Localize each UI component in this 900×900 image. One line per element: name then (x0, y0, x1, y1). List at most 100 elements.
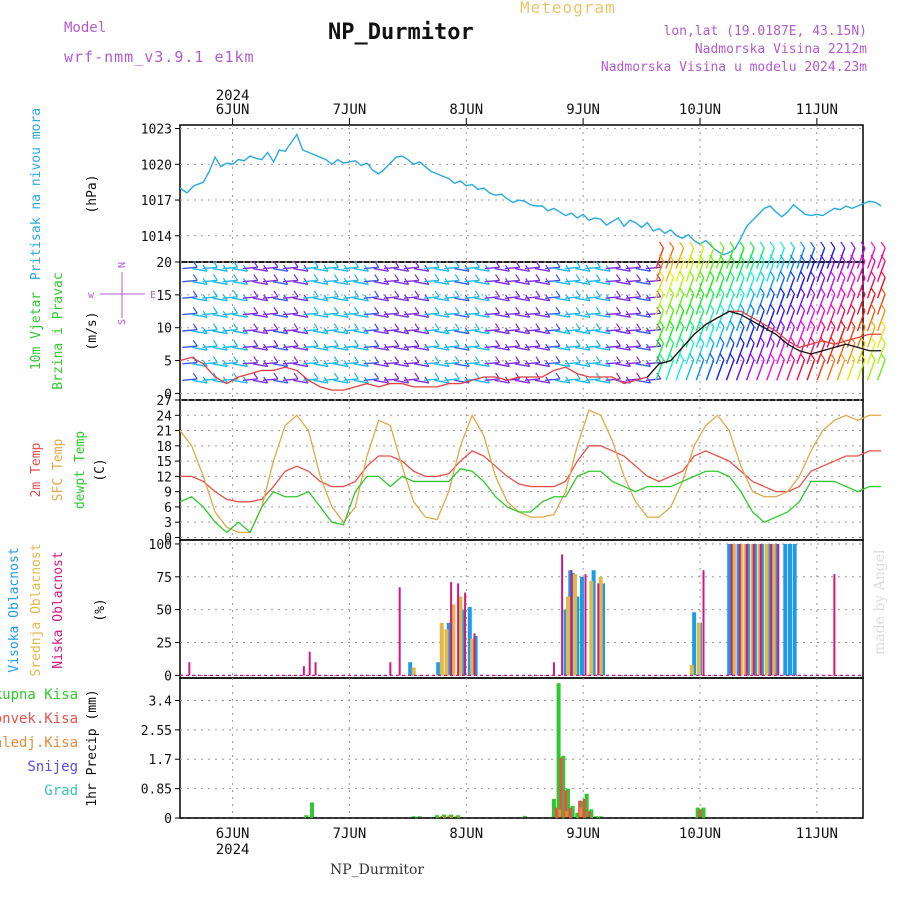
precip-bar (579, 807, 583, 818)
wind-barb (534, 313, 550, 318)
wind-barb (303, 345, 319, 349)
wind-barb (605, 361, 621, 365)
wind-barb-flag (719, 254, 725, 262)
cloud-bar (570, 572, 575, 676)
wind-barb (413, 281, 429, 286)
wind-barb-flag (749, 336, 755, 344)
wind-barb-flag (820, 303, 826, 311)
wind-barb (192, 379, 208, 384)
wind-barb (182, 312, 198, 316)
wind-barb-flag (293, 372, 299, 380)
cloud-bar (702, 570, 705, 676)
wind-barb (403, 345, 420, 349)
wind-barb (575, 313, 591, 318)
wind-barb-flag (739, 303, 745, 311)
wind-barb (464, 266, 480, 270)
wind-barb-flag (656, 274, 662, 281)
wind-barb (303, 266, 319, 270)
wind-barb-flag (800, 271, 806, 278)
wind-barb (514, 297, 530, 302)
wind-barb (424, 296, 440, 299)
wind-barb-flag (253, 306, 259, 314)
wind-barb (283, 279, 299, 283)
wind-barb (575, 363, 591, 368)
wind-barb (615, 330, 631, 335)
wind-barb (776, 359, 786, 381)
wind-barb (565, 345, 581, 349)
wind-barb (474, 346, 490, 351)
wind-barb-flag (749, 353, 755, 360)
wind-barb (605, 312, 621, 316)
wind-barb (222, 279, 238, 283)
wind-barb-flag (414, 306, 420, 314)
wind-barb-flag (880, 303, 886, 311)
wind-barb-flag (679, 303, 685, 311)
credit-watermark: made by Angel (872, 549, 888, 656)
bottom-day-label: 11JUN (796, 826, 838, 842)
clouds-ytick-label: 50 (156, 604, 172, 619)
wind-barb-flag (354, 323, 360, 331)
wind-barb (605, 279, 621, 283)
wind-barb-flag (515, 323, 521, 331)
cloud-bar (757, 543, 762, 676)
wind-barb (605, 266, 621, 270)
wind-barb (262, 361, 278, 365)
wind-barb-flag (656, 323, 662, 331)
wind-barb (293, 281, 309, 286)
cloud-bar (308, 651, 311, 676)
wind-barb (514, 281, 530, 286)
wind-barb-flag (595, 356, 601, 363)
wind-barb (192, 281, 208, 286)
wind-barb (182, 266, 198, 270)
cloud-low-side-label: Niska Oblacnost (51, 551, 66, 668)
top-day-label: 11JUN (796, 102, 838, 118)
wind-barb-flag (729, 303, 735, 311)
wind-barb-flag (535, 372, 541, 380)
precip-bar (698, 809, 702, 818)
wind-barb-flag (233, 260, 239, 268)
cloud-bar (411, 667, 416, 676)
temp-sfc-side-label: SFC Temp (51, 439, 66, 502)
wind-barb-flag (820, 353, 826, 360)
wind-barb (504, 296, 520, 299)
wind-barb (363, 378, 379, 381)
cloud-bar (783, 543, 788, 676)
wind-barb (403, 266, 420, 270)
wind-barb (333, 267, 349, 272)
wind-barb (272, 330, 288, 335)
wind-barb-flag (709, 241, 715, 249)
wind-barb (212, 346, 228, 351)
wind-barb-flag (354, 372, 360, 380)
wind-barb (605, 378, 621, 381)
wind-barb (242, 345, 258, 349)
wind-ytick-label: 10 (156, 322, 172, 337)
wind-barb-flag (656, 260, 662, 268)
wind-ytick-label: 0 (164, 387, 172, 402)
precipitation-ytick-label: 0 (164, 812, 172, 827)
wind-barb-flag (575, 339, 581, 347)
wind-barb (565, 378, 581, 381)
wind-barb (303, 296, 319, 299)
wind-barb-flag (354, 260, 360, 268)
wind-barb (393, 346, 409, 351)
pressure-ytick-label: 1017 (141, 194, 172, 209)
precip-bar (454, 816, 458, 818)
wind-barb-flag (615, 260, 621, 268)
wind-barb-flag (689, 320, 695, 328)
wind-barb-flag (434, 274, 440, 281)
wind-barb (575, 281, 591, 286)
cloud-bar (579, 576, 584, 676)
page-title: NP_Durmitor (328, 20, 474, 45)
wind-barb (504, 345, 520, 349)
temperature-ytick-label: 0 (164, 531, 172, 546)
wind-barb-flag (615, 339, 621, 347)
wind-barb-flag (759, 303, 765, 311)
cloud-bar (689, 664, 694, 676)
wind-barb (383, 378, 399, 381)
wind-barb (242, 296, 258, 299)
wind-barb (555, 313, 571, 318)
cloud-bar (792, 543, 797, 676)
wind-barb (222, 266, 238, 270)
wind-barb (313, 267, 329, 272)
wind-barb-flag (434, 260, 440, 268)
